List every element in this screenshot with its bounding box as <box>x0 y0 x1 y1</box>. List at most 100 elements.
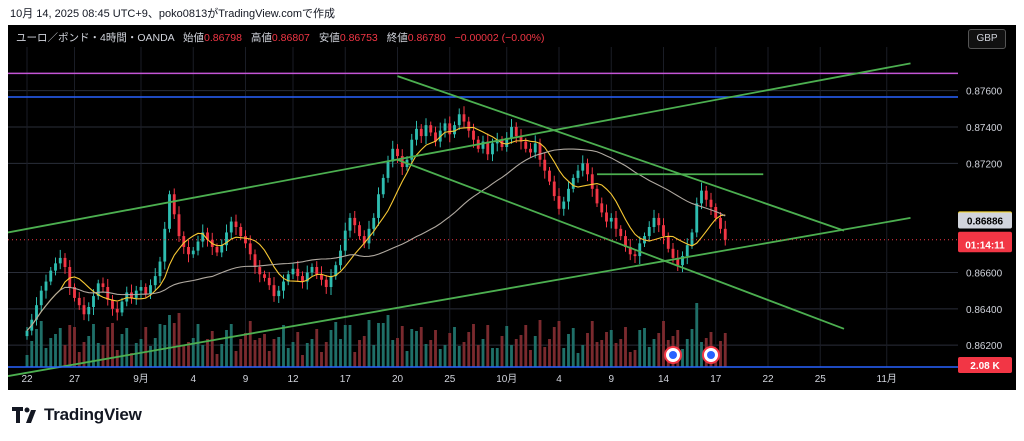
volume-bar <box>267 351 271 367</box>
volume-bar <box>562 348 566 367</box>
candle-body <box>657 217 661 226</box>
candle-body <box>571 177 575 189</box>
volume-bar <box>310 339 314 367</box>
candle-body <box>206 232 209 240</box>
candle-body <box>562 201 566 209</box>
x-tick-label: 17 <box>710 374 722 385</box>
candle-body <box>220 245 224 253</box>
volume-bar <box>320 352 323 367</box>
y-tick-label: 0.87600 <box>966 87 1003 98</box>
candle-body <box>301 276 304 282</box>
tradingview-logo[interactable]: TradingView <box>12 404 142 426</box>
candle-body <box>481 141 485 149</box>
candle-body <box>87 307 91 315</box>
low-label: 安値 <box>318 32 340 44</box>
volume-bar <box>453 327 456 367</box>
candle-body <box>377 194 380 218</box>
volume-bar <box>106 327 110 367</box>
candle-body <box>49 270 53 282</box>
y-tick-label: 0.86400 <box>966 305 1003 316</box>
candle-body <box>396 148 399 157</box>
volume-bar <box>291 342 295 367</box>
event-flag-icon <box>707 351 715 359</box>
symbol-label[interactable]: ユーロ／ポンド・4時間・OANDA <box>16 32 175 44</box>
candle-body <box>329 276 333 287</box>
volume-bar <box>201 345 205 367</box>
volume-bar <box>101 345 105 367</box>
candle-body <box>457 114 461 126</box>
volume-bar <box>595 342 599 367</box>
volume-bar <box>381 323 385 367</box>
volume-tag-label: 2.08 K <box>970 361 1000 372</box>
volume-bar <box>144 327 148 367</box>
volume-bar <box>662 321 665 367</box>
chart-panel[interactable]: ユーロ／ポンド・4時間・OANDA 始値0.86798 高値0.86807 安値… <box>8 25 1016 390</box>
price-chart[interactable]: 0.87600 0.87400 0.87200 0.86600 0.86400 0.862… <box>8 25 1016 390</box>
volume-bar <box>49 338 53 367</box>
candle-body <box>609 217 613 222</box>
volume-bar <box>115 350 119 367</box>
volume-bar <box>367 320 371 367</box>
volume-bar <box>410 329 414 367</box>
x-tick-label: 9月 <box>133 373 149 385</box>
x-tick-label: 9 <box>243 374 249 385</box>
volume-bar <box>690 329 694 367</box>
x-tick-label: 12 <box>287 374 299 385</box>
volume-bar <box>35 329 38 367</box>
volume-bar <box>348 325 352 367</box>
candle-body <box>434 132 437 142</box>
volume-bar <box>324 342 328 367</box>
created-caption: 10月 14, 2025 08:45 UTC+9、poko0813がTradin… <box>10 8 335 20</box>
candle-body <box>709 199 713 207</box>
volume-bar <box>258 338 262 367</box>
candle-body <box>248 243 252 255</box>
candle-body <box>58 257 62 264</box>
candle-body <box>163 228 167 262</box>
candle-body <box>453 125 456 135</box>
candle-body <box>614 217 618 229</box>
candle-body <box>111 299 114 309</box>
candle-body <box>581 163 585 171</box>
volume-bar <box>210 331 214 367</box>
candle-body <box>410 139 414 160</box>
x-tick-label: 4 <box>190 374 196 385</box>
volume-bar <box>538 320 542 367</box>
volume-bar <box>643 328 646 367</box>
candle-body <box>282 281 285 291</box>
candle-body <box>343 230 347 251</box>
volume-bar <box>396 338 399 367</box>
candle-body <box>586 163 589 175</box>
candle-body <box>115 308 119 313</box>
candle-body <box>462 114 466 122</box>
volume-bar <box>434 330 437 367</box>
candle-body <box>676 257 680 266</box>
event-flag-icon <box>669 351 677 359</box>
candle-body <box>191 250 195 255</box>
candle-body <box>144 287 148 295</box>
volume-bar <box>39 321 43 367</box>
candle-body <box>552 181 556 197</box>
candle-body <box>419 128 423 137</box>
x-tick-label: 20 <box>392 374 404 385</box>
candle-body <box>92 296 95 307</box>
open-label: 始値 <box>183 32 205 44</box>
candle-body <box>358 225 361 237</box>
currency-button[interactable]: GBP <box>968 29 1006 49</box>
trendline <box>397 75 845 232</box>
volume-bar <box>63 345 67 367</box>
volume-bar <box>44 348 48 367</box>
price-tag-label: 0.86886 <box>967 216 1004 227</box>
volume-bar <box>120 334 124 367</box>
candle-body <box>685 245 689 257</box>
volume-bar <box>657 333 661 367</box>
volume-bar <box>82 342 86 367</box>
x-tick-label: 25 <box>444 374 456 385</box>
x-tick-label: 25 <box>815 374 827 385</box>
brand-name: TradingView <box>44 405 142 424</box>
candle-body <box>543 159 547 171</box>
ohlc-legend: ユーロ／ポンド・4時間・OANDA 始値0.86798 高値0.86807 安値… <box>16 30 545 45</box>
candle-body <box>272 285 276 297</box>
candle-body <box>700 190 703 204</box>
volume-bar <box>244 333 247 367</box>
candle-body <box>510 127 513 138</box>
